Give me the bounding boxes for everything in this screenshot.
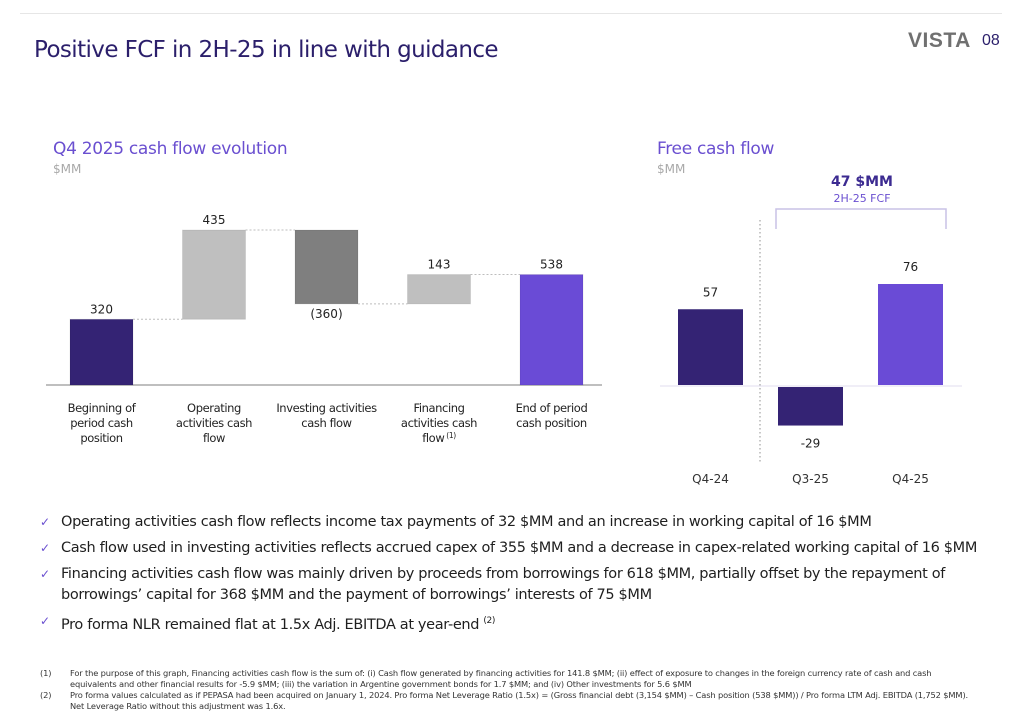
- data-label: 538: [540, 258, 563, 272]
- vista-logo: VISTA: [908, 29, 971, 52]
- bullet-item: ✓ Pro forma NLR remained flat at 1.5x Adj…: [40, 611, 980, 636]
- fcf-chart-unit: $MM: [657, 162, 686, 176]
- category-label: Investing activities: [276, 401, 377, 415]
- category-label: Q4-25: [892, 472, 929, 486]
- fcf-bar: [778, 387, 843, 426]
- fcf-chart: 57 Q4-24 -29 Q3-25 76 Q4-25 47 $MM 2H-25 FCF: [660, 174, 962, 486]
- data-label: 143: [428, 258, 451, 272]
- category-label: flow (1): [422, 431, 456, 445]
- annotation-label: 2H-25 FCF: [833, 192, 890, 205]
- bullet-list: ✓ Operating activities cash flow reflects…: [40, 512, 980, 641]
- category-label: End of period: [516, 401, 588, 415]
- footnotes: (1) For the purpose of this graph, Financ…: [40, 668, 970, 712]
- waterfall-chart-unit: $MM: [53, 162, 82, 176]
- fcf-bar: [678, 309, 743, 385]
- data-label: 320: [90, 302, 113, 316]
- waterfall-bar: [519, 274, 584, 386]
- category-label: period cash: [70, 416, 133, 430]
- fcf-bar: [878, 284, 943, 385]
- footnote-item: (2) Pro forma values calculated as if PEP…: [40, 690, 969, 711]
- check-icon: ✓: [40, 515, 50, 529]
- waterfall-bar: [294, 229, 359, 305]
- check-icon: ✓: [40, 614, 50, 628]
- page-title: Positive FCF in 2H-25 in line with guida…: [34, 37, 499, 63]
- check-icon: ✓: [40, 541, 50, 555]
- waterfall-bar: [69, 318, 134, 386]
- bullet-item: ✓ Operating activities cash flow reflects…: [40, 512, 980, 533]
- waterfall-chart-title: Q4 2025 cash flow evolution: [53, 139, 288, 159]
- data-label: 76: [903, 260, 918, 274]
- annotation-value: 47 $MM: [831, 174, 893, 190]
- category-label: position: [80, 431, 122, 445]
- category-label: Q3-25: [792, 472, 829, 486]
- fcf-chart-title: Free cash flow: [657, 139, 775, 159]
- category-label: Beginning of: [68, 401, 137, 415]
- category-label: Financing: [413, 401, 464, 415]
- category-label: Q4-24: [692, 472, 729, 486]
- category-label: cash flow: [301, 416, 351, 430]
- footnote-ref: (2): [483, 616, 496, 626]
- category-label: Operating: [187, 401, 241, 415]
- data-label: -29: [801, 437, 821, 451]
- annotation-bracket: [775, 208, 947, 229]
- bullet-item: ✓ Financing activities cash flow was main…: [40, 566, 945, 603]
- waterfall-bar: [407, 274, 471, 305]
- footnote-item: (1) For the purpose of this graph, Financ…: [40, 668, 932, 689]
- data-label: 57: [703, 285, 718, 299]
- category-label: flow: [203, 431, 225, 445]
- bullet-item: ✓ Cash flow used in investing activities …: [40, 538, 980, 559]
- category-label: activities cash: [176, 416, 252, 430]
- footnote-ref: (1): [444, 431, 456, 440]
- top-divider: [20, 13, 1002, 14]
- category-label: cash position: [516, 416, 587, 430]
- page-number: 08: [982, 32, 1000, 49]
- check-icon: ✓: [40, 567, 50, 581]
- category-label: activities cash: [401, 416, 477, 430]
- data-label: 435: [203, 213, 226, 227]
- waterfall-bar: [182, 229, 246, 320]
- data-label: (360): [310, 307, 342, 321]
